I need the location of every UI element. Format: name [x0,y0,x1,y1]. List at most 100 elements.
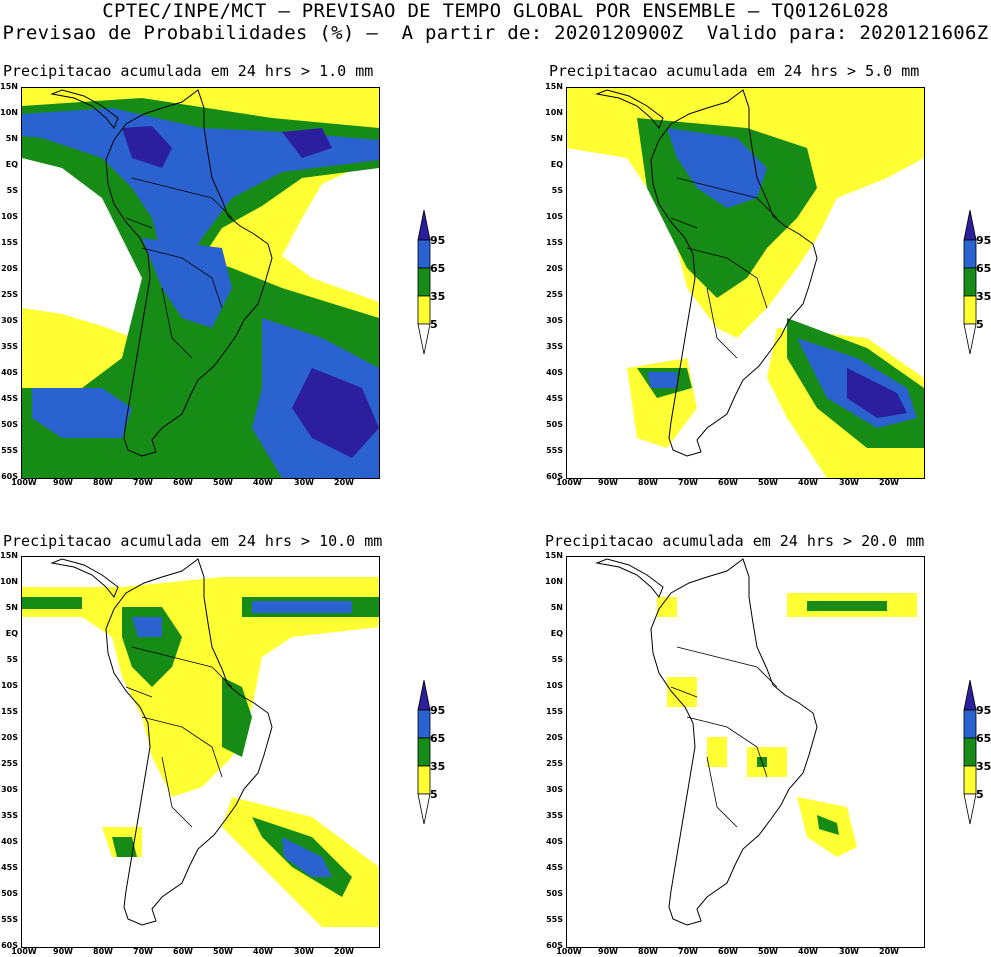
latitude-tick-label: 25S [546,290,563,299]
legend-swatch-5 [417,765,431,795]
longitude-tick-label: 70W [678,478,698,487]
map-canvas [595,558,917,926]
latitude-tick-label: 55S [1,446,18,455]
probability-area-p35 [757,601,887,835]
legend-swatch-65 [417,239,431,269]
latitude-tick-label: 5S [6,186,18,195]
latitude-tick-label: 60S [1,941,18,950]
latitude-tick-label: 20S [1,264,18,273]
legend-swatch-65 [417,709,431,739]
latitude-tick-label: 15N [545,551,563,560]
latitude-tick-label: 15N [0,82,18,91]
longitude-tick-label: 80W [93,478,113,487]
longitude-tick-label: 90W [598,947,618,956]
longitude-tick-label: 80W [638,478,658,487]
legend-swatch-35 [417,267,431,297]
longitude-tick-label: 90W [53,478,73,487]
latitude-tick-label: 60S [546,472,563,481]
latitude-tick-label: 35S [1,811,18,820]
panel-title: Precipitacao acumulada em 24 hrs > 1.0 m… [3,62,374,80]
legend-swatch-5 [963,295,977,325]
longitude-tick-label: 100W [556,947,582,956]
probability-map [21,87,380,479]
latitude-tick-label: 15S [546,238,563,247]
latitude-tick-label: 15S [1,707,18,716]
longitude-tick-label: 50W [758,947,778,956]
legend-label: 35 [430,760,446,773]
latitude-tick-label: 5S [551,186,563,195]
probability-map [566,556,925,948]
longitude-tick-label: 30W [294,947,314,956]
legend-swatch-35 [963,267,977,297]
probability-area-p5 [657,593,917,857]
longitude-tick-label: 40W [798,478,818,487]
latitude-tick-label: 45S [546,394,563,403]
legend-swatch-95 [963,210,977,241]
latitude-tick-label: 35S [1,342,18,351]
latitude-tick-label: 15S [1,238,18,247]
latitude-tick-label: 40S [546,368,563,377]
map-canvas [567,88,924,478]
probability-area-p95 [847,368,907,418]
latitude-tick-label: 50S [1,889,18,898]
latitude-tick-label: 10S [546,681,563,690]
latitude-tick-label: 15N [0,551,18,560]
longitude-tick-label: 80W [638,947,658,956]
panel-title: Precipitacao acumulada em 24 hrs > 5.0 m… [549,62,920,80]
legend-swatch-5 [417,295,431,325]
longitude-tick-label: 30W [839,478,859,487]
latitude-tick-label: 25S [546,759,563,768]
probability-legend: 95 65 35 5 [417,680,457,825]
latitude-tick-label: 25S [1,290,18,299]
longitude-tick-label: 60W [718,947,738,956]
coastline [105,89,273,457]
latitude-tick-label: 40S [1,837,18,846]
longitude-tick-label: 30W [839,947,859,956]
central-america-coast [595,558,664,598]
latitude-tick-label: 55S [546,446,563,455]
longitude-tick-label: 70W [133,478,153,487]
legend-label: 65 [430,262,446,275]
latitude-tick-label: 15N [545,82,563,91]
panel-title: Precipitacao acumulada em 24 hrs > 10.0 … [3,532,383,550]
latitude-tick-label: EQ [5,629,18,638]
probability-legend: 95 65 35 5 [963,210,991,355]
latitude-tick-label: 10N [545,577,563,586]
legend-label: 65 [976,262,991,275]
latitude-tick-label: 55S [1,915,18,924]
longitude-tick-label: 30W [294,478,314,487]
legend-label: 95 [976,234,991,247]
latitude-tick-label: 35S [546,342,563,351]
legend-swatch-95 [417,680,431,711]
legend-swatch-none [963,323,977,355]
legend-label: 95 [430,234,446,247]
legend-swatch-65 [963,709,977,739]
longitude-tick-label: 60W [173,478,193,487]
country-borders [125,646,233,828]
latitude-tick-label: 50S [546,889,563,898]
legend-label: 65 [976,732,991,745]
legend-label: 95 [430,704,446,717]
map-canvas [22,558,379,927]
latitude-tick-label: 20S [546,264,563,273]
legend-swatch-35 [417,737,431,767]
coastline [105,558,273,926]
probability-map [566,87,925,479]
latitude-tick-label: 40S [1,368,18,377]
latitude-tick-label: 50S [546,420,563,429]
probability-area-p95 [122,126,379,458]
legend-swatch-65 [963,239,977,269]
longitude-tick-label: 20W [879,947,899,956]
latitude-tick-label: 10S [1,212,18,221]
latitude-tick-label: 5N [550,134,563,143]
latitude-tick-label: 50S [1,420,18,429]
latitude-tick-label: 20S [546,733,563,742]
latitude-tick-label: 15S [546,707,563,716]
probability-legend: 95 65 35 5 [963,680,991,825]
latitude-tick-label: 45S [546,863,563,872]
longitude-tick-label: 20W [334,947,354,956]
longitude-tick-label: 80W [93,947,113,956]
latitude-tick-label: 10S [546,212,563,221]
latitude-tick-label: 20S [1,733,18,742]
legend-swatch-none [417,793,431,825]
